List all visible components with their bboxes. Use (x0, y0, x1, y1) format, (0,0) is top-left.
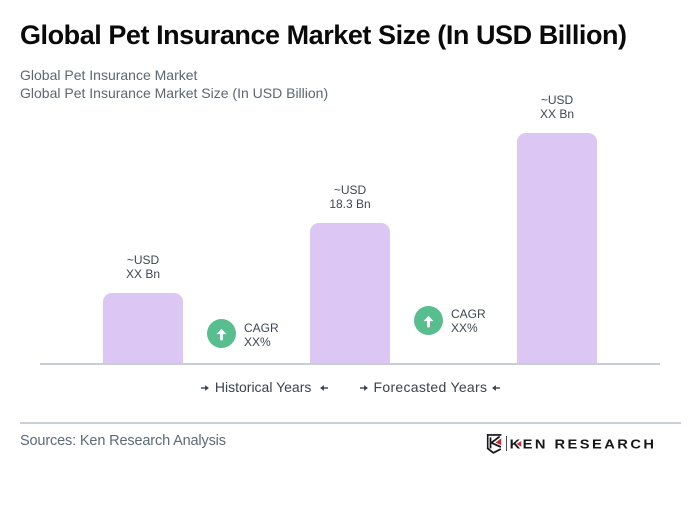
svg-text:KEN RESEARCH: KEN RESEARCH (510, 436, 657, 451)
